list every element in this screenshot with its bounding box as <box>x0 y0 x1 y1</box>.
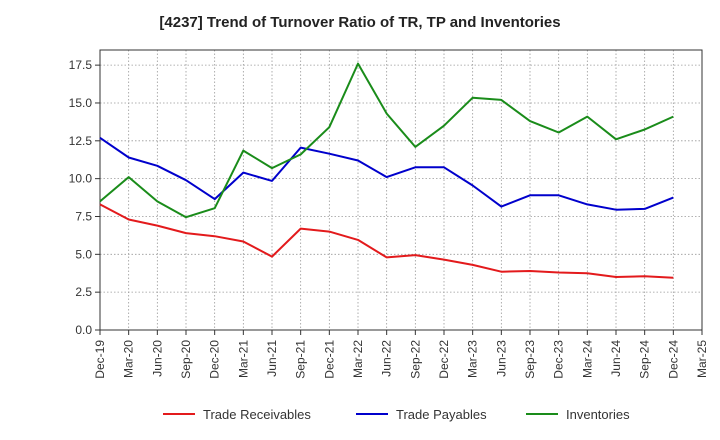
x-tick-label: Jun-24 <box>609 340 623 377</box>
legend-label: Trade Payables <box>396 407 487 422</box>
legend-label: Inventories <box>566 407 630 422</box>
y-tick-label: 15.0 <box>69 96 93 110</box>
x-tick-label: Dec-23 <box>552 340 566 379</box>
grid-layer <box>99 50 703 331</box>
chart-title: [4237] Trend of Turnover Ratio of TR, TP… <box>159 14 561 31</box>
legend-layer: Trade Receivables Trade Payables Inventori… <box>163 407 630 422</box>
x-tick-label: Dec-20 <box>208 340 222 379</box>
series-layer <box>99 62 674 279</box>
series-line-trade-receivables <box>99 203 674 279</box>
legend-label: Trade Receivables <box>203 407 311 422</box>
x-tick-label: Sep-23 <box>523 340 537 379</box>
x-tick-label: Sep-24 <box>638 340 652 379</box>
x-tick-label: Mar-24 <box>580 340 594 378</box>
x-tick-label: Mar-23 <box>466 340 480 378</box>
y-tick-label: 7.5 <box>75 209 92 223</box>
y-tick-label: 17.5 <box>69 58 93 72</box>
plot-frame <box>99 49 703 331</box>
axis-layer: 0.0 2.5 5.0 7.5 10.0 12.5 15.0 17.5 Dec-19 Mar-20… <box>69 49 709 379</box>
x-tick-label: Mar-25 <box>695 340 709 378</box>
x-tick-label: Dec-21 <box>322 340 336 379</box>
x-tick-label: Mar-22 <box>351 340 365 378</box>
x-tick-label: Jun-20 <box>150 340 164 377</box>
x-tick-label: Sep-20 <box>179 340 193 379</box>
x-tick-label: Dec-19 <box>93 340 107 379</box>
y-tick-label: 10.0 <box>69 172 93 186</box>
x-tick-label: Sep-22 <box>408 340 422 379</box>
x-tick-label: Jun-22 <box>380 340 394 377</box>
x-tick-label: Mar-20 <box>122 340 136 378</box>
series-line-trade-payables <box>99 136 674 211</box>
x-tick-label: Mar-21 <box>236 340 250 378</box>
x-tick-label: Dec-24 <box>666 340 680 379</box>
x-tick-label: Dec-22 <box>437 340 451 379</box>
x-tick-label: Jun-21 <box>265 340 279 377</box>
series-line-inventories <box>99 62 674 219</box>
x-tick-label: Sep-21 <box>294 340 308 379</box>
y-tick-label: 12.5 <box>69 134 93 148</box>
y-tick-label: 5.0 <box>75 247 92 261</box>
x-tick-label: Jun-23 <box>494 340 508 377</box>
y-tick-label: 2.5 <box>75 285 92 299</box>
y-tick-label: 0.0 <box>75 323 92 337</box>
